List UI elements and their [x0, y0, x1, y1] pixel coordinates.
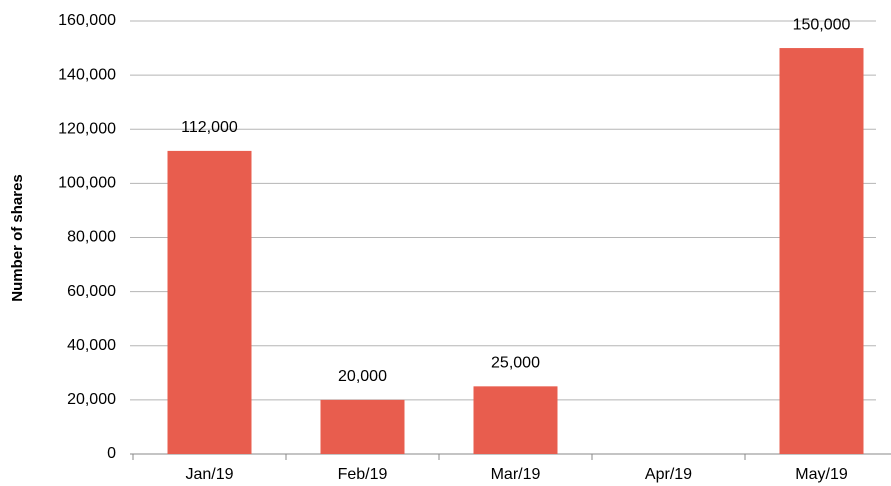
data-label: 150,000: [793, 16, 851, 33]
x-tick-label: Jan/19: [185, 466, 233, 483]
bar: [779, 48, 864, 454]
y-tick-label: 100,000: [58, 175, 116, 192]
y-axis-label: Number of shares: [9, 174, 26, 302]
y-tick-label: 60,000: [67, 283, 116, 300]
x-tick-label: May/19: [795, 466, 848, 483]
bar: [167, 150, 252, 454]
y-tick-label: 0: [107, 445, 116, 462]
y-tick-label: 160,000: [58, 12, 116, 29]
y-tick-label: 140,000: [58, 66, 116, 83]
x-tick-label: Apr/19: [645, 466, 692, 483]
y-tick-label: 80,000: [67, 229, 116, 246]
y-tick-label: 120,000: [58, 120, 116, 137]
data-label: 112,000: [181, 119, 238, 136]
data-label: 25,000: [491, 355, 540, 372]
x-tick-label: Mar/19: [491, 466, 541, 483]
bar: [320, 399, 405, 454]
x-tick-label: Feb/19: [338, 466, 388, 483]
bar: [473, 386, 558, 454]
y-tick-label: 40,000: [67, 337, 116, 354]
y-tick-label: 20,000: [67, 391, 116, 408]
data-label: 20,000: [338, 368, 387, 385]
